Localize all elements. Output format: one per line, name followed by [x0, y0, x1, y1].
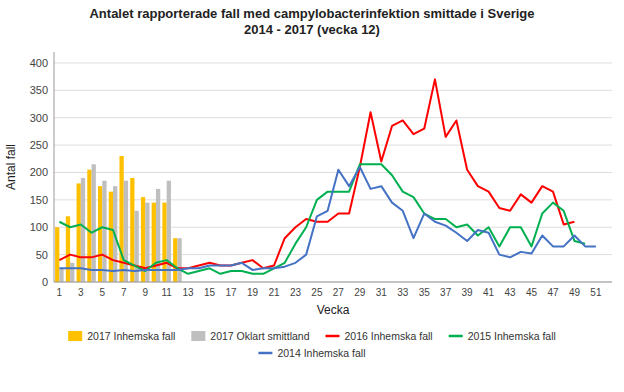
x-tick-label: 39 [462, 287, 474, 298]
y-tick-label: 250 [30, 139, 48, 151]
plot-data [55, 79, 596, 282]
x-tick-label: 27 [333, 287, 345, 298]
x-tick-label: 51 [590, 287, 602, 298]
y-tick-label: 50 [36, 249, 48, 261]
legend-swatch [191, 331, 205, 341]
x-tick-label: 37 [440, 287, 452, 298]
x-axis-label: Vecka [317, 303, 350, 317]
bar [81, 178, 85, 282]
x-tick-label: 43 [504, 287, 516, 298]
bar [173, 238, 177, 282]
x-tick-label: 13 [183, 287, 195, 298]
x-tick-label: 29 [354, 287, 366, 298]
x-tick-label: 3 [78, 287, 84, 298]
grid-line [54, 117, 612, 118]
bar [102, 181, 106, 282]
legend-item: 2015 Inhemska fall [449, 330, 556, 342]
x-axis: 1357911131517192123252729313335373941434… [54, 282, 612, 298]
line [59, 167, 596, 271]
x-axis-line [54, 282, 612, 283]
x-tick-label: 25 [311, 287, 323, 298]
x-tick-label: 7 [121, 287, 127, 298]
y-tick-label: 300 [30, 112, 48, 124]
legend-item: 2014 Inhemska fall [258, 347, 365, 359]
title: Antalet rapporterade fall med campylobac… [89, 6, 534, 37]
legend-swatch [449, 335, 463, 338]
y-axis-line [54, 52, 55, 282]
x-tick-label: 15 [204, 287, 216, 298]
line-series [59, 79, 574, 268]
x-tick-label: 5 [100, 287, 106, 298]
x-tick-label: 41 [483, 287, 495, 298]
bar [177, 238, 181, 282]
x-tick-label: 47 [547, 287, 559, 298]
grid-line [54, 90, 612, 91]
bar [77, 183, 81, 282]
bar [98, 186, 102, 282]
x-tick-label: 19 [247, 287, 259, 298]
line [59, 79, 574, 268]
line-series [59, 167, 596, 271]
grid-line [54, 172, 612, 173]
y-tick-label: 100 [30, 221, 48, 233]
x-tick-label: 31 [376, 287, 388, 298]
y-tick-label: 400 [30, 57, 48, 69]
y-tick-label: 0 [42, 276, 48, 288]
legend-swatch [326, 335, 340, 338]
legend-item: 2017 Inhemska fall [68, 330, 175, 342]
y-tick-label: 350 [30, 84, 48, 96]
x-tick-label: 17 [225, 287, 237, 298]
x-tick-label: 45 [526, 287, 538, 298]
bar [92, 164, 96, 282]
bar [156, 189, 160, 282]
bar [124, 181, 128, 282]
legend-swatch [68, 331, 82, 341]
x-tick-label: 9 [142, 287, 148, 298]
x-tick-label: 49 [569, 287, 581, 298]
bar [109, 192, 113, 282]
bar-series [55, 156, 177, 282]
x-tick-label: 1 [57, 287, 63, 298]
bar [87, 170, 91, 282]
x-tick-label: 35 [419, 287, 431, 298]
y-axis: 0 50 100 150 200 250 300 350 400 [30, 52, 54, 288]
bar [70, 263, 74, 282]
bar [59, 268, 63, 282]
title-line: Antalet rapporterade fall med campylobac… [89, 6, 534, 21]
x-tick-label: 11 [161, 287, 172, 298]
grid-line [54, 62, 612, 63]
legend: 2017 Inhemska fall 2017 Oklart smittland 2… [68, 330, 556, 359]
bar [167, 181, 171, 282]
grid-line [54, 145, 612, 146]
legend-item: 2017 Oklart smittland [191, 330, 309, 342]
legend-label: 2017 Oklart smittland [210, 330, 309, 342]
chart: Antalet rapporterade fall med campylobac… [0, 0, 624, 392]
legend-label: 2016 Inhemska fall [345, 330, 433, 342]
legend-label: 2017 Inhemska fall [87, 330, 175, 342]
legend-item: 2016 Inhemska fall [326, 330, 433, 342]
grid-line [54, 282, 612, 283]
y-tick-label: 200 [30, 166, 48, 178]
x-tick-label: 33 [397, 287, 409, 298]
y-tick-label: 150 [30, 194, 48, 206]
x-tick-label: 21 [268, 287, 280, 298]
title-line: 2014 - 2017 (vecka 12) [244, 22, 380, 37]
bar [55, 227, 59, 282]
legend-swatch [258, 352, 272, 355]
legend-label: 2014 Inhemska fall [277, 347, 365, 359]
x-tick-label: 23 [290, 287, 302, 298]
legend-label: 2015 Inhemska fall [468, 330, 556, 342]
y-axis-label: Antal fall [4, 144, 18, 190]
grid [54, 63, 612, 282]
